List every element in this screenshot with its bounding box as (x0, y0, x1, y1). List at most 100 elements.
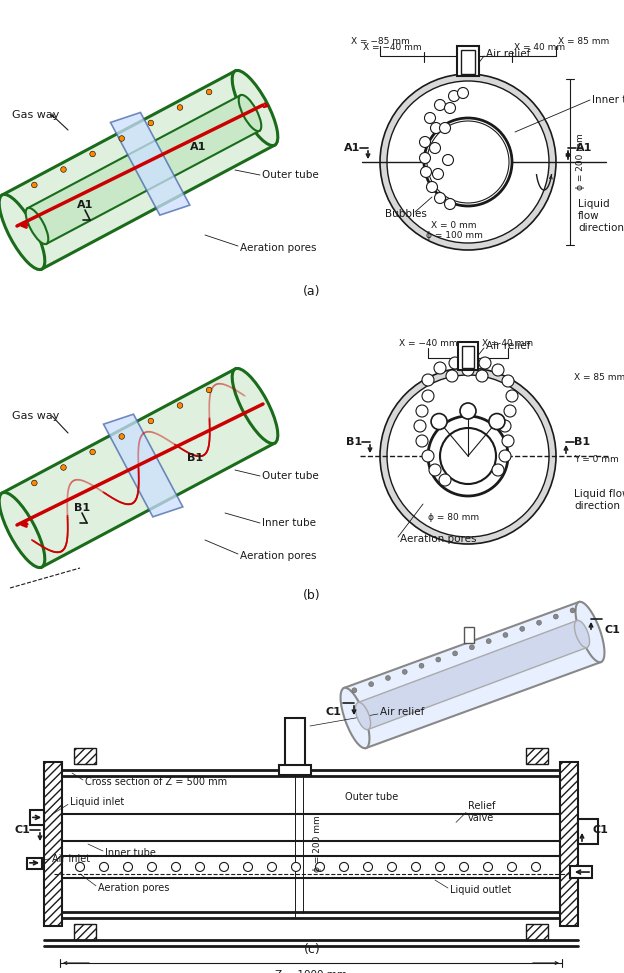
Text: Gas way: Gas way (12, 110, 59, 120)
Circle shape (429, 142, 441, 154)
Text: Air relief: Air relief (380, 707, 424, 717)
Bar (560, 762, 578, 926)
Ellipse shape (356, 703, 371, 730)
Text: Liquid flow: Liquid flow (574, 489, 624, 499)
Text: Air relief: Air relief (486, 49, 530, 59)
Text: Liquid inlet: Liquid inlet (70, 798, 124, 808)
Circle shape (520, 627, 525, 631)
Bar (464, 627, 474, 643)
Text: direction: direction (574, 501, 620, 511)
Text: Aeration pores: Aeration pores (240, 243, 316, 253)
Circle shape (444, 198, 456, 209)
Circle shape (147, 862, 157, 872)
Bar (461, 50, 475, 74)
Bar (30, 811, 44, 825)
Circle shape (436, 862, 444, 872)
Text: C1: C1 (14, 825, 30, 835)
Circle shape (486, 638, 491, 644)
Circle shape (402, 669, 407, 674)
Text: A1: A1 (190, 142, 206, 152)
Polygon shape (2, 71, 275, 270)
Text: B1: B1 (346, 437, 362, 447)
Text: A1: A1 (344, 143, 360, 153)
Bar (526, 924, 548, 940)
Circle shape (484, 862, 492, 872)
Text: Aeration pores: Aeration pores (240, 551, 316, 561)
Text: Inner tube: Inner tube (262, 518, 316, 528)
Circle shape (386, 675, 391, 680)
Bar (462, 346, 474, 368)
Text: C1: C1 (604, 625, 620, 635)
Circle shape (449, 357, 461, 369)
Text: (b): (b) (303, 589, 321, 601)
Circle shape (429, 464, 441, 476)
Circle shape (268, 862, 276, 872)
Circle shape (364, 862, 373, 872)
Circle shape (439, 123, 451, 133)
Bar (279, 765, 311, 775)
Circle shape (459, 862, 469, 872)
Text: C1: C1 (325, 707, 341, 717)
Text: Outer tube: Outer tube (262, 471, 319, 481)
Circle shape (439, 474, 451, 486)
Circle shape (124, 862, 132, 872)
Bar (526, 748, 548, 764)
Ellipse shape (575, 621, 590, 648)
Circle shape (499, 420, 511, 432)
Circle shape (352, 688, 357, 693)
Text: X = 85 mm: X = 85 mm (574, 374, 624, 382)
Circle shape (387, 375, 549, 537)
Circle shape (148, 418, 154, 424)
Text: Air relief: Air relief (486, 341, 530, 351)
Circle shape (444, 102, 456, 114)
Text: valve: valve (468, 813, 494, 823)
Circle shape (172, 862, 180, 872)
Text: X = 85 mm: X = 85 mm (558, 38, 609, 47)
Ellipse shape (575, 601, 605, 663)
Ellipse shape (239, 95, 261, 131)
Circle shape (504, 405, 516, 417)
Circle shape (422, 390, 434, 402)
Circle shape (424, 118, 512, 206)
Circle shape (419, 136, 431, 148)
Text: Bubbles: Bubbles (385, 209, 427, 219)
Polygon shape (344, 602, 601, 748)
Text: B1: B1 (187, 453, 203, 463)
Text: Liquid outlet: Liquid outlet (450, 885, 511, 895)
Circle shape (479, 357, 491, 369)
Bar (285, 718, 305, 774)
Circle shape (434, 99, 446, 111)
Circle shape (99, 862, 109, 872)
Polygon shape (104, 414, 183, 517)
Text: Aeration pores: Aeration pores (98, 883, 169, 893)
Circle shape (414, 420, 426, 432)
Bar (44, 762, 62, 926)
Text: A1: A1 (576, 143, 592, 153)
Circle shape (421, 166, 432, 177)
Circle shape (457, 88, 469, 98)
Circle shape (243, 862, 253, 872)
Bar (27, 858, 42, 869)
Text: Inner tube: Inner tube (105, 848, 156, 858)
Ellipse shape (232, 369, 278, 444)
Circle shape (416, 405, 428, 417)
Text: Y = 0 mm: Y = 0 mm (574, 454, 619, 463)
Circle shape (492, 464, 504, 476)
Bar (74, 924, 96, 940)
Circle shape (427, 121, 509, 203)
Text: ϕ = 200 mm: ϕ = 200 mm (576, 133, 585, 191)
Circle shape (462, 364, 474, 376)
Text: flow: flow (578, 211, 600, 221)
Circle shape (492, 364, 504, 376)
Circle shape (434, 193, 446, 203)
Circle shape (369, 682, 374, 687)
Circle shape (32, 182, 37, 188)
Ellipse shape (0, 195, 45, 270)
Circle shape (61, 465, 66, 470)
Circle shape (436, 657, 441, 662)
Circle shape (76, 862, 84, 872)
Circle shape (489, 414, 505, 429)
Circle shape (434, 362, 446, 374)
Circle shape (316, 862, 324, 872)
Text: Gas way: Gas way (12, 411, 59, 421)
